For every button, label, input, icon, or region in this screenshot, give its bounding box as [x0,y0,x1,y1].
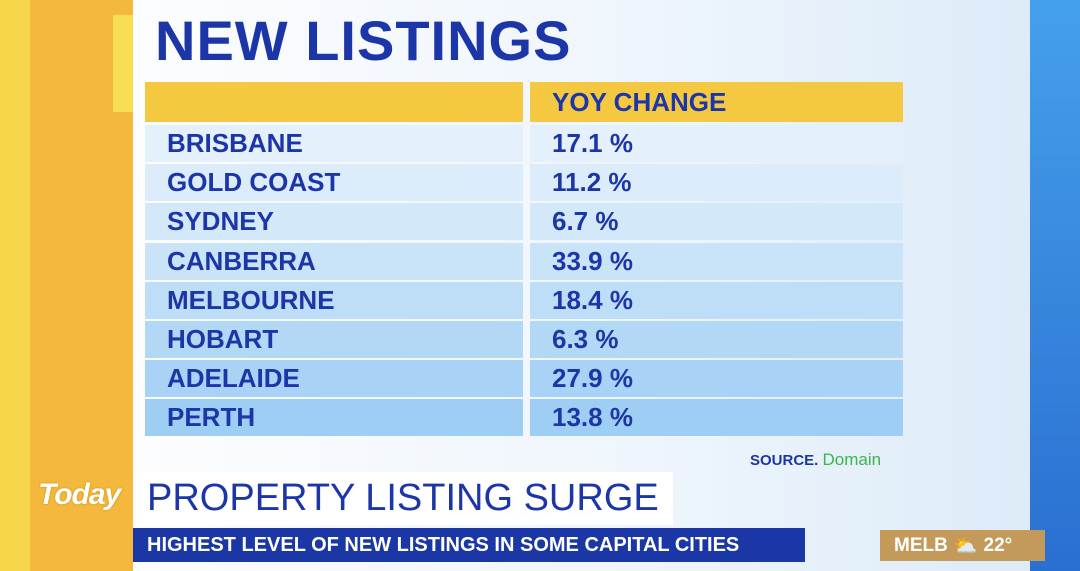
city-cell: GOLD COAST [145,164,523,202]
weather-badge: MELB ⛅ 22° [880,530,1045,561]
source-label: SOURCE. [750,452,819,469]
yoy-change-cell: 18.4 % [530,281,903,319]
left-yellow-band [0,0,30,571]
yoy-change-cell: 17.1 % [530,125,903,162]
yoy-change-cell: 6.7 % [530,203,903,241]
yoy-change-cell: 6.3 % [530,321,903,358]
header-city [145,82,523,122]
header-yoy: YOY CHANGE [530,82,903,122]
city-cell: BRISBANE [145,125,523,162]
today-logo: Today [38,478,121,511]
yoy-change-cell: 33.9 % [530,242,903,280]
yoy-change-cell: 11.2 % [530,164,903,202]
city-cell: ADELAIDE [145,360,523,398]
city-cell: SYDNEY [145,203,523,241]
page-title: NEW LISTINGS [155,9,572,72]
right-blue-band [1030,0,1080,571]
city-cell: CANBERRA [145,242,523,280]
yoy-change-cell: 13.8 % [530,399,903,437]
source-name: Domain [822,450,882,469]
yoy-change-cell: 27.9 % [530,360,903,398]
left-yellow-block [113,15,133,112]
partly-cloudy-icon: ⛅ [953,535,978,557]
weather-city: MELB [894,534,948,556]
subheadline: HIGHEST LEVEL OF NEW LISTINGS IN SOME CA… [133,528,805,562]
headline: PROPERTY LISTING SURGE [133,472,673,525]
city-cell: MELBOURNE [145,281,523,319]
city-cell: PERTH [145,399,523,437]
source-credit: SOURCE. Domain [750,450,881,470]
weather-temp: 22° [983,534,1013,556]
city-cell: HOBART [145,321,523,358]
